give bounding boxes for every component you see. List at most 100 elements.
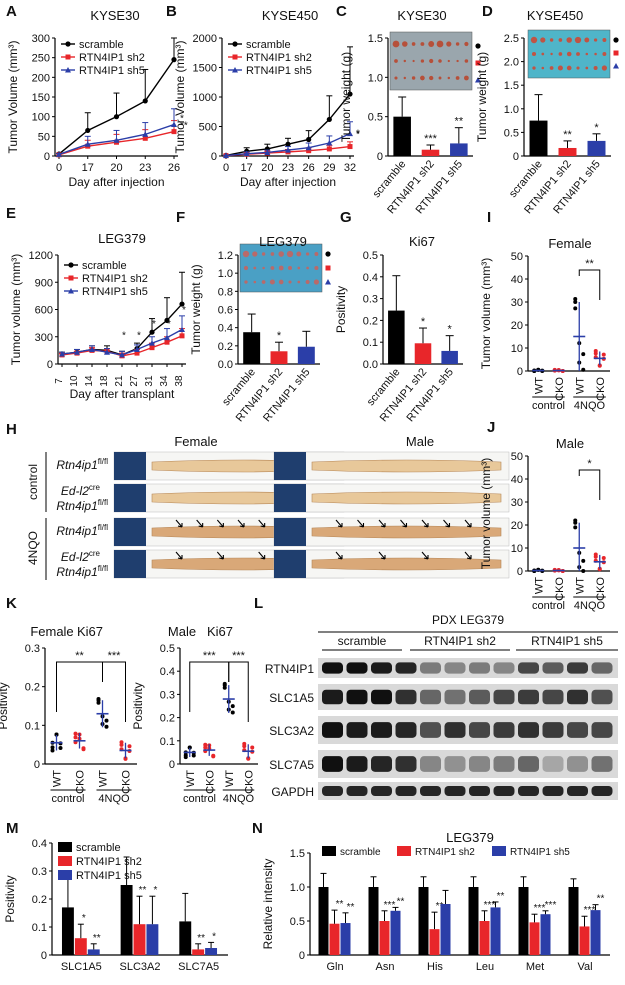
bar bbox=[192, 949, 205, 955]
esophagus-tissue bbox=[311, 459, 502, 473]
genotype-sup: cre bbox=[89, 483, 101, 492]
x-tick-label: SLC1A5 bbox=[61, 961, 102, 973]
data-point bbox=[179, 301, 185, 307]
blot-band bbox=[518, 689, 539, 705]
y-tick-label: 0 bbox=[47, 359, 53, 371]
genotype-sup: fl/fl bbox=[98, 498, 108, 507]
data-point bbox=[171, 121, 177, 128]
blot-strip bbox=[318, 658, 618, 678]
data-point bbox=[223, 152, 229, 159]
data-point bbox=[573, 306, 578, 311]
tumor-dot bbox=[593, 65, 598, 71]
tumor-dot bbox=[464, 41, 469, 47]
y-axis-label: Tumor Volume (mm³) bbox=[6, 41, 20, 154]
chart-title: KYSE30 bbox=[397, 8, 446, 23]
significance-star: ** bbox=[93, 933, 101, 944]
data-point bbox=[89, 346, 95, 352]
protein-label: GAPDH bbox=[271, 785, 314, 799]
y-axis-label: Positivity bbox=[3, 875, 17, 922]
bar bbox=[179, 921, 192, 955]
tumor-photo-kyse30 bbox=[389, 31, 481, 91]
group-label: 4NQO bbox=[574, 400, 606, 412]
data-point bbox=[104, 349, 110, 355]
x-axis-label: Day after injection bbox=[68, 175, 164, 189]
data-point bbox=[326, 146, 332, 152]
y-tick-label: 0.4 bbox=[218, 323, 233, 335]
legend-marker bbox=[68, 262, 74, 268]
y-tick-label: 1500 bbox=[193, 63, 217, 75]
y-tick-label: 0.3 bbox=[32, 866, 47, 878]
data-point bbox=[104, 724, 109, 729]
tumor-dot bbox=[557, 65, 563, 71]
blot-band bbox=[395, 785, 417, 797]
legend-marker bbox=[232, 67, 238, 73]
tumor-dot bbox=[429, 58, 434, 64]
y-tick-label: 1.0 bbox=[368, 72, 383, 84]
tumor-arrow bbox=[464, 551, 472, 560]
legend-swatch bbox=[397, 846, 411, 856]
data-point bbox=[84, 141, 91, 147]
blot-band bbox=[469, 785, 490, 797]
data-point bbox=[597, 363, 602, 368]
legend-label: scramble bbox=[82, 260, 127, 272]
blot-band bbox=[518, 785, 539, 797]
tumor-arrow bbox=[216, 551, 224, 560]
y-tick-label: 0.2 bbox=[363, 315, 378, 327]
y-tick-label: 0.1 bbox=[25, 720, 40, 732]
significance-bracket bbox=[578, 269, 601, 300]
y-tick-label: 2000 bbox=[193, 33, 217, 45]
x-tick-label: 32 bbox=[344, 162, 356, 174]
bar bbox=[390, 910, 401, 955]
y-tick-label: 30 bbox=[511, 497, 523, 509]
significance-star: ** bbox=[585, 258, 594, 270]
data-point bbox=[250, 745, 255, 750]
data-point bbox=[149, 340, 155, 346]
legend-label: RTN4IP1 sh2 bbox=[76, 856, 142, 868]
y-tick-label: 500 bbox=[199, 122, 217, 134]
data-point bbox=[58, 745, 63, 750]
tumor-arrow bbox=[400, 519, 408, 528]
data-point bbox=[593, 552, 598, 557]
legend-label: RTN4IP1 sh5 bbox=[82, 286, 148, 298]
tumor-dot bbox=[566, 65, 572, 71]
blot-band bbox=[591, 722, 613, 738]
y-axis-label: Tumor weight (g) bbox=[339, 52, 353, 142]
y-axis-label: Tumor volume (mm³) bbox=[479, 458, 493, 570]
blot-band bbox=[322, 662, 343, 674]
tumor-dot bbox=[558, 38, 563, 42]
significance-star: ** bbox=[180, 121, 188, 132]
blot-band bbox=[493, 785, 515, 797]
bar bbox=[441, 350, 458, 364]
significance-star: * bbox=[122, 331, 126, 342]
x-tick-label: CKO bbox=[75, 770, 87, 794]
tumor-dot bbox=[558, 52, 563, 56]
blot-strip bbox=[318, 782, 618, 800]
significance-star: * bbox=[594, 122, 599, 134]
legend-marker bbox=[68, 288, 74, 294]
tumor-dot bbox=[585, 52, 589, 56]
x-tick-label: Val bbox=[577, 961, 592, 973]
significance-star: * bbox=[180, 114, 184, 125]
ruler bbox=[274, 550, 306, 578]
data-point bbox=[581, 558, 586, 563]
blot-band bbox=[518, 662, 539, 674]
panel-label-g: G bbox=[340, 209, 352, 226]
data-point bbox=[171, 129, 177, 135]
tumor-dot bbox=[420, 42, 425, 46]
legend-marker bbox=[65, 54, 71, 60]
data-point bbox=[264, 149, 271, 155]
x-tick-label: 27 bbox=[129, 375, 140, 387]
bar bbox=[87, 949, 100, 955]
data-point bbox=[183, 755, 188, 760]
bar bbox=[421, 149, 440, 156]
y-tick-label: 0.5 bbox=[160, 643, 175, 655]
y-tick-label: 20 bbox=[511, 520, 523, 532]
tumor-dot bbox=[550, 52, 553, 56]
data-point bbox=[81, 746, 86, 751]
tumor-dot bbox=[420, 75, 425, 81]
bar bbox=[518, 887, 529, 955]
group-label: control bbox=[51, 793, 84, 805]
tumor-dot bbox=[269, 279, 275, 285]
chart-title: KYSE450 bbox=[527, 8, 583, 23]
